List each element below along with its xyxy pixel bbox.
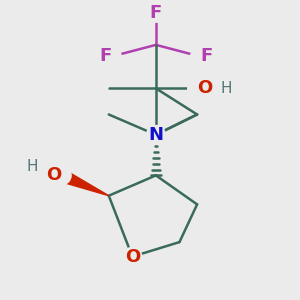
Circle shape (102, 47, 121, 66)
Text: F: F (100, 47, 112, 65)
Text: O: O (197, 80, 212, 98)
Circle shape (146, 4, 165, 22)
Text: F: F (200, 47, 212, 65)
Polygon shape (59, 169, 109, 196)
Circle shape (190, 47, 209, 66)
Circle shape (146, 125, 165, 144)
Text: O: O (125, 248, 140, 266)
Text: O: O (46, 167, 62, 184)
Circle shape (52, 166, 71, 185)
Text: N: N (148, 126, 164, 144)
Text: F: F (150, 4, 162, 22)
Text: H: H (221, 81, 232, 96)
Text: H: H (27, 159, 38, 174)
Circle shape (188, 79, 206, 98)
Circle shape (123, 247, 142, 266)
